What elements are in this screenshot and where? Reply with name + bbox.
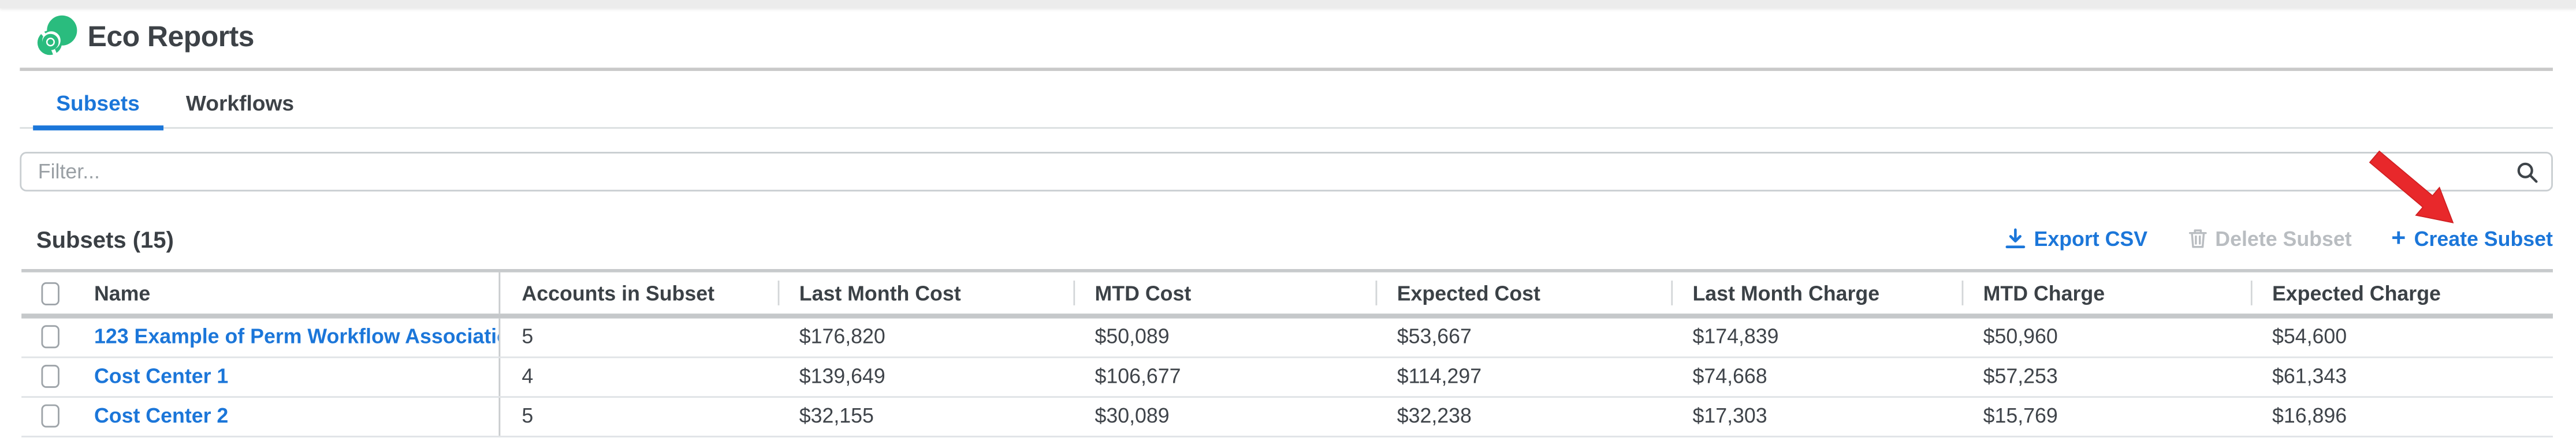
column-header-accounts-in-subset: Accounts in Subset [498,272,777,313]
cell-name: Cost Center 1 [79,358,498,396]
table-actions: Export CSV Delete Subset + Create Subset [2004,226,2553,251]
export-csv-label: Export CSV [2034,227,2148,251]
table-row: Cost Center 1 4 $139,649 $106,677 $114,2… [21,358,2553,398]
cell-accounts-in-subset: 4 [498,358,777,396]
page-title: Eco Reports [87,20,255,53]
row-checkbox-cell [21,318,79,356]
cell-mtd-cost: $30,089 [1095,405,1170,428]
section-row: Subsets (15) Export CSV Delete Subset + … [36,218,2553,259]
create-subset-label: Create Subset [2414,227,2553,251]
column-header-mtd-charge: MTD Charge [1961,273,2250,313]
column-header-last-month-charge: Last Month Charge [1671,273,1961,313]
cell-name: 123 Example of Perm Workflow Association [79,318,498,356]
table-row: 123 Example of Perm Workflow Association… [21,318,2553,359]
table-header-row: Name Accounts in Subset Last Month Cost … [21,270,2553,319]
tab-bar: Subsets Workflows [20,77,2553,130]
delete-subset-label: Delete Subset [2215,227,2352,251]
row-checkbox-cell [21,398,79,436]
subset-name-link[interactable]: Cost Center 2 [94,405,229,428]
annotation-arrow-icon [2369,150,2454,223]
cell-mtd-charge: $57,253 [1983,365,2058,389]
top-strip [0,0,2576,8]
tab-workflows-label: Workflows [185,89,295,115]
cell-mtd-charge: $15,769 [1983,405,2058,428]
tab-subsets-label: Subsets [56,89,140,115]
cell-mtd-cost: $106,677 [1095,365,1181,389]
column-header-expected-cost: Expected Cost [1375,273,1672,313]
trash-icon [2188,229,2206,248]
column-header-name: Name [94,281,151,305]
filter-input[interactable] [20,152,2553,191]
column-header-expected-charge: Expected Charge [2250,273,2553,313]
eco-logo-icon [36,15,77,57]
cell-last-month-cost: $176,820 [799,326,885,349]
cell-last-month-charge: $174,839 [1692,326,1779,349]
column-header-mtd-cost: MTD Cost [1073,273,1375,313]
app-header: Eco Reports [0,8,2576,69]
cell-expected-cost: $53,667 [1397,326,1472,349]
header-checkbox-cell [21,273,79,313]
cell-expected-charge: $54,600 [2272,326,2347,349]
header-divider [20,68,2553,72]
table-row: Cost Center 2 5 $32,155 $30,089 $32,238 … [21,397,2553,438]
delete-subset-button[interactable]: Delete Subset [2187,227,2352,250]
cell-accounts-in-subset: 5 [498,397,777,436]
subsets-table: Name Accounts in Subset Last Month Cost … [21,270,2553,438]
cell-last-month-charge: $74,668 [1692,365,1767,389]
cell-name: Cost Center 2 [79,398,498,436]
cell-last-month-cost: $32,155 [799,405,874,428]
section-title: Subsets (15) [36,225,174,252]
cell-expected-charge: $16,896 [2272,405,2347,428]
tab-workflows[interactable]: Workflows [163,77,317,127]
cell-expected-cost: $32,238 [1397,405,1472,428]
cell-expected-cost: $114,297 [1397,365,1482,389]
row-checkbox-cell [21,358,79,396]
cell-last-month-charge: $17,303 [1692,405,1767,428]
plus-icon: + [2391,224,2406,253]
cell-last-month-cost: $139,649 [799,365,885,389]
subset-name-link[interactable]: Cost Center 1 [94,365,229,389]
tab-subsets[interactable]: Subsets [33,77,163,130]
export-csv-button[interactable]: Export CSV [2004,227,2147,250]
row-checkbox[interactable] [41,326,59,349]
filter-bar [20,152,2553,191]
create-subset-button[interactable]: + Create Subset [2391,226,2553,251]
cell-accounts-in-subset: 5 [498,318,777,357]
cell-expected-charge: $61,343 [2272,365,2347,389]
column-header-last-month-cost: Last Month Cost [777,273,1074,313]
select-all-checkbox[interactable] [41,281,59,305]
cell-mtd-cost: $50,089 [1095,326,1170,349]
subset-name-link[interactable]: 123 Example of Perm Workflow Association [94,326,499,349]
download-icon [2005,228,2025,248]
row-checkbox[interactable] [41,405,59,428]
cell-mtd-charge: $50,960 [1983,326,2058,349]
row-checkbox[interactable] [41,365,59,389]
search-icon[interactable] [2517,161,2538,182]
